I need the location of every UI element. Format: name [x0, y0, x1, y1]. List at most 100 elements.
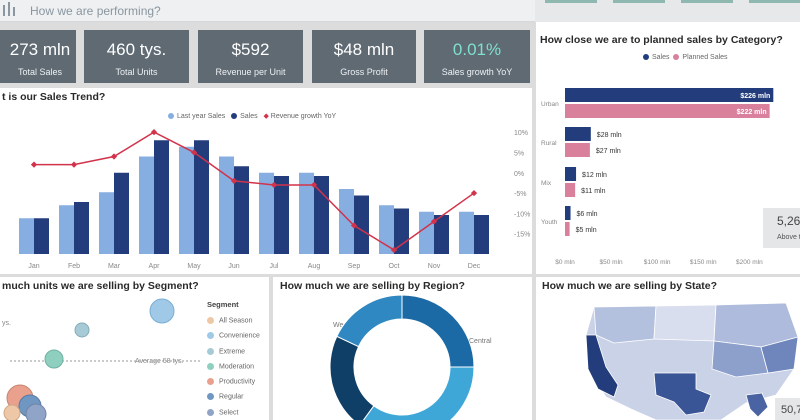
segment-color-dot: [207, 362, 214, 370]
nav-tab[interactable]: [749, 0, 800, 3]
bar-sales: [154, 140, 169, 254]
segment-legend-item[interactable]: Convenience: [207, 332, 260, 347]
region-title: How much we are selling by Region?: [280, 280, 465, 292]
scatter-point[interactable]: [25, 403, 47, 420]
data-label: $222 mln: [737, 109, 767, 116]
growth-point: [30, 161, 38, 168]
legend-label: Revenue growth YoY: [270, 113, 337, 120]
x-tick-label: May: [187, 263, 201, 270]
state-region[interactable]: [760, 336, 799, 374]
bar-sales: [565, 167, 577, 181]
region-donut-chart[interactable]: West Central: [273, 277, 532, 420]
us-state-map[interactable]: [536, 277, 800, 420]
segment-color-dot: [207, 347, 214, 355]
legend-diamond-icon: ◆: [263, 113, 269, 120]
state-florida[interactable]: [745, 392, 769, 418]
category-label: Youth: [541, 219, 558, 226]
x-tick-label: $50 mln: [600, 259, 624, 266]
donut-slice-central[interactable]: [360, 366, 475, 420]
x-tick-label: Dec: [468, 263, 481, 270]
y2-tick-label: 5%: [514, 150, 524, 157]
legend-dot: [673, 54, 680, 61]
kpi-value: $48 mln: [333, 40, 395, 59]
bar-last-year: [459, 211, 474, 254]
segment-legend-title: Segment: [207, 300, 239, 309]
category-label: Mix: [541, 180, 552, 187]
bar-sales: [565, 127, 591, 141]
y2-tick-label: -5%: [514, 191, 526, 198]
bar-planned: [565, 222, 570, 236]
segment-legend-item[interactable]: Moderation: [207, 362, 260, 378]
region-label-west: West: [333, 322, 349, 329]
nav-tab[interactable]: [681, 0, 733, 3]
bar-sales: [474, 215, 489, 254]
segment-title: much units we are selling by Segment?: [2, 280, 199, 292]
data-label: $11 mln: [581, 188, 605, 195]
x-tick-label: Feb: [68, 263, 80, 270]
nav-tab[interactable]: [545, 0, 597, 3]
state-region[interactable]: [711, 340, 769, 378]
kpi-total-units: 460 tys. Total Units: [84, 30, 189, 83]
x-tick-label: $100 mln: [644, 259, 671, 266]
bar-last-year: [299, 172, 314, 254]
category-label: Rural: [541, 140, 557, 147]
state-region[interactable]: [653, 304, 717, 342]
legend-label: Sales: [240, 113, 258, 120]
bar-last-year: [59, 205, 74, 254]
state-region[interactable]: [593, 305, 657, 344]
state-texas[interactable]: [653, 372, 712, 416]
segment-label: All Season: [219, 317, 253, 325]
bar-sales: [274, 176, 289, 254]
top-bar: How we are performing?: [0, 0, 535, 22]
growth-point: [190, 149, 198, 156]
segment-label: Regular: [219, 393, 244, 401]
segment-label: Productivity: [219, 378, 256, 386]
kpi-sales-growth: 0.01% Sales growth YoY: [424, 30, 530, 83]
segment-legend-item[interactable]: Regular: [207, 393, 260, 408]
segment-color-dot: [207, 378, 214, 386]
bar-planned: [565, 104, 770, 118]
scatter-point[interactable]: [74, 322, 90, 338]
bar-last-year: [99, 192, 114, 254]
segment-label: Extreme: [219, 347, 246, 355]
nav-tab[interactable]: [613, 0, 665, 3]
data-label: $5 mln: [576, 227, 597, 234]
segment-legend-item[interactable]: Productivity: [207, 378, 260, 393]
donut-slice-east[interactable]: [329, 335, 375, 420]
state-card: 50,70: [775, 398, 800, 420]
bar-last-year: [419, 211, 434, 254]
bar-sales: [394, 208, 409, 254]
bar-planned: [565, 183, 576, 197]
x-tick-label: Oct: [389, 263, 400, 270]
bar-sales: [354, 195, 369, 254]
scatter-point[interactable]: [44, 349, 64, 369]
growth-point: [70, 161, 78, 168]
planned-sales-title: How close we are to planned sales by Cat…: [540, 34, 783, 46]
kpi-value: 0.01%: [452, 40, 502, 59]
segment-legend-item[interactable]: All Season: [207, 317, 260, 332]
segment-label: Convenience: [219, 332, 260, 340]
segment-scatter-chart[interactable]: ys. Average 58 tys.: [0, 277, 205, 420]
segment-color-dot: [207, 393, 214, 401]
growth-point: [150, 129, 158, 136]
planned-sales-chart[interactable]: Urban $226 mln $222 mln Rural $28 mln $27 mln…: [536, 22, 800, 274]
legend-dot: [168, 113, 174, 120]
donut-slice-west[interactable]: [401, 294, 475, 368]
region-label-central: Central: [469, 338, 492, 345]
state-california[interactable]: [585, 334, 619, 398]
segment-legend-item[interactable]: Extreme: [207, 347, 260, 363]
scatter-axis-label: ys.: [2, 320, 11, 327]
sales-trend-legend: Last year Sales Sales ◆ Revenue growth Y…: [168, 112, 336, 120]
x-tick-label: $200 mln: [736, 259, 763, 266]
scatter-point[interactable]: [149, 298, 175, 324]
page-title: How we are performing?: [30, 4, 161, 18]
dashboard-logo-icon: [3, 2, 15, 16]
y2-tick-label: 0%: [514, 171, 524, 178]
average-label: Average 58 tys.: [135, 358, 184, 365]
data-label: $226 mln: [740, 93, 770, 100]
donut-slice-south[interactable]: [336, 294, 403, 348]
scatter-point[interactable]: [3, 404, 21, 420]
segment-legend-item[interactable]: Select: [207, 408, 260, 420]
kpi-label: Gross Profit: [340, 67, 388, 77]
sales-trend-chart[interactable]: Jan Feb Mar Apr May Jun Jul Aug Sep Oct Nov Dec 10% 5…: [0, 88, 532, 274]
